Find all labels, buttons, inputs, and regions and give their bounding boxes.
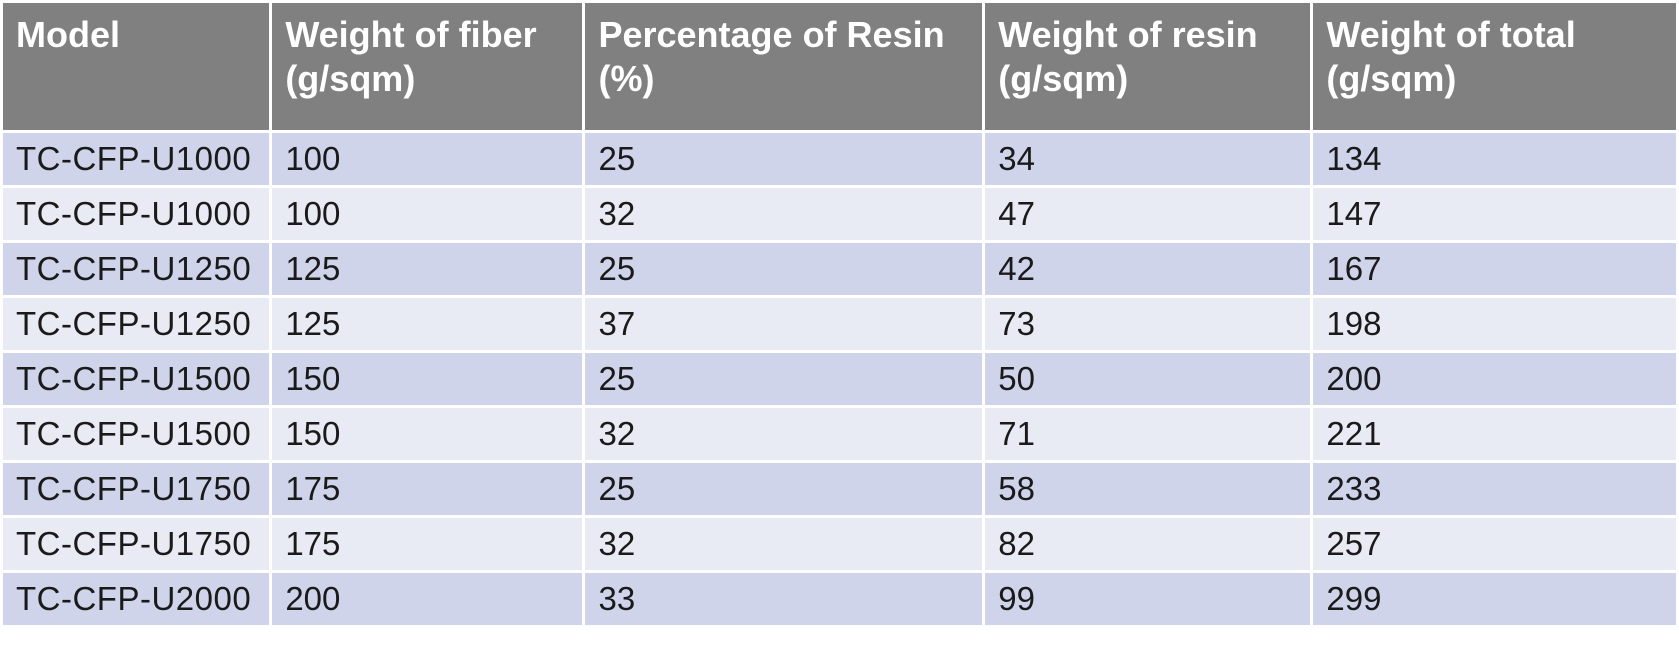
cell-weight-of-total: 221 [1313,408,1676,460]
table-row: TC-CFP-U1000 100 32 47 147 [3,188,1676,240]
cell-percentage-of-resin: 33 [585,573,983,625]
cell-percentage-of-resin: 32 [585,188,983,240]
header-row: Model Weight of fiber (g/sqm) Percentage… [3,3,1676,130]
header-weight-of-fiber: Weight of fiber (g/sqm) [272,3,583,130]
cell-weight-of-total: 200 [1313,353,1676,405]
cell-model: TC-CFP-U1000 [3,188,270,240]
cell-percentage-of-resin: 25 [585,243,983,295]
table-header: Model Weight of fiber (g/sqm) Percentage… [3,3,1676,130]
cell-model: TC-CFP-U1250 [3,243,270,295]
cell-weight-of-fiber: 175 [272,463,583,515]
cell-weight-of-fiber: 150 [272,408,583,460]
header-weight-of-resin: Weight of resin (g/sqm) [985,3,1311,130]
cell-weight-of-resin: 99 [985,573,1311,625]
cell-weight-of-fiber: 100 [272,133,583,185]
cell-weight-of-total: 233 [1313,463,1676,515]
cell-weight-of-total: 147 [1313,188,1676,240]
cell-weight-of-resin: 47 [985,188,1311,240]
cell-percentage-of-resin: 25 [585,133,983,185]
header-weight-of-total: Weight of total (g/sqm) [1313,3,1676,130]
cell-weight-of-fiber: 175 [272,518,583,570]
cell-weight-of-resin: 42 [985,243,1311,295]
cell-weight-of-total: 167 [1313,243,1676,295]
cell-percentage-of-resin: 32 [585,518,983,570]
cell-weight-of-fiber: 150 [272,353,583,405]
cell-model: TC-CFP-U1250 [3,298,270,350]
table-row: TC-CFP-U2000 200 33 99 299 [3,573,1676,625]
cell-model: TC-CFP-U1750 [3,463,270,515]
cell-model: TC-CFP-U2000 [3,573,270,625]
cell-weight-of-resin: 73 [985,298,1311,350]
header-model: Model [3,3,270,130]
cell-weight-of-resin: 82 [985,518,1311,570]
cell-weight-of-resin: 71 [985,408,1311,460]
cell-weight-of-total: 134 [1313,133,1676,185]
header-percentage-of-resin: Percentage of Resin (%) [585,3,983,130]
cell-percentage-of-resin: 25 [585,353,983,405]
cell-model: TC-CFP-U1500 [3,408,270,460]
cell-weight-of-fiber: 100 [272,188,583,240]
cell-percentage-of-resin: 32 [585,408,983,460]
cell-weight-of-fiber: 200 [272,573,583,625]
table-row: TC-CFP-U1750 175 32 82 257 [3,518,1676,570]
cell-model: TC-CFP-U1000 [3,133,270,185]
resin-weight-table: Model Weight of fiber (g/sqm) Percentage… [3,3,1676,625]
cell-percentage-of-resin: 37 [585,298,983,350]
cell-model: TC-CFP-U1750 [3,518,270,570]
cell-weight-of-total: 299 [1313,573,1676,625]
cell-weight-of-fiber: 125 [272,298,583,350]
table-row: TC-CFP-U1250 125 25 42 167 [3,243,1676,295]
cell-weight-of-total: 257 [1313,518,1676,570]
cell-weight-of-total: 198 [1313,298,1676,350]
table-row: TC-CFP-U1000 100 25 34 134 [3,133,1676,185]
table-row: TC-CFP-U1500 150 32 71 221 [3,408,1676,460]
cell-percentage-of-resin: 25 [585,463,983,515]
cell-weight-of-resin: 34 [985,133,1311,185]
cell-model: TC-CFP-U1500 [3,353,270,405]
table-row: TC-CFP-U1750 175 25 58 233 [3,463,1676,515]
table-body: TC-CFP-U1000 100 25 34 134 TC-CFP-U1000 … [3,133,1676,625]
cell-weight-of-resin: 58 [985,463,1311,515]
table-row: TC-CFP-U1500 150 25 50 200 [3,353,1676,405]
cell-weight-of-resin: 50 [985,353,1311,405]
table-row: TC-CFP-U1250 125 37 73 198 [3,298,1676,350]
cell-weight-of-fiber: 125 [272,243,583,295]
